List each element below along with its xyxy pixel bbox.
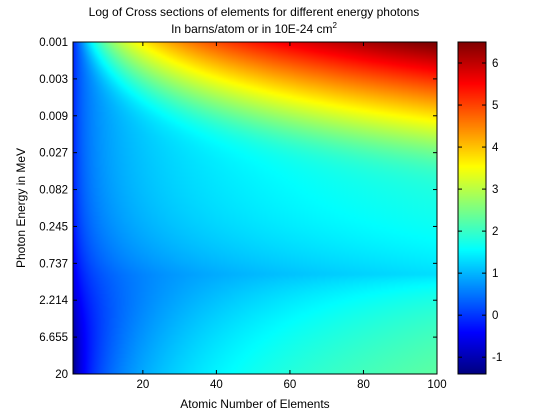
y-tick-label: 0.737 xyxy=(39,258,68,270)
colorbar-tick-label: 5 xyxy=(492,100,498,112)
colorbar-ticks: -1 0 1 2 3 4 5 6 xyxy=(458,58,502,364)
x-axis: 20 40 60 80 100 xyxy=(136,42,447,391)
x-axis-label: Atomic Number of Elements xyxy=(180,397,329,411)
heatmap-plot xyxy=(72,41,438,375)
colorbar-tick-label: 0 xyxy=(492,310,498,322)
x-tick-label: 80 xyxy=(357,379,370,391)
chart-title: Log of Cross sections of elements for di… xyxy=(89,5,420,19)
colorbar-tick-label: 3 xyxy=(492,184,498,196)
chart-subtitle: In barns/atom or in 10E-24 cm2 xyxy=(171,21,337,36)
y-tick-label: 2.214 xyxy=(39,295,68,307)
colorbar-tick-label: 2 xyxy=(492,226,498,238)
colorbar-gradient xyxy=(458,42,486,374)
x-tick-label: 60 xyxy=(284,379,297,391)
y-tick-label: 0.082 xyxy=(39,185,68,197)
y-tick-label: 20 xyxy=(55,369,68,381)
chart-subtitle-superscript: 2 xyxy=(332,21,337,30)
colorbar-tick-label: 1 xyxy=(492,268,498,280)
colorbar-frame xyxy=(457,41,487,375)
chart-subtitle-text: In barns/atom or in 10E-24 cm xyxy=(171,22,332,36)
x-tick-label: 40 xyxy=(210,379,223,391)
y-axis-label: Photon Energy in MeV xyxy=(14,148,28,268)
y-tick-label: 6.655 xyxy=(39,332,68,344)
colorbar-tick-label: -1 xyxy=(492,352,502,364)
colorbar: -1 0 1 2 3 4 5 6 xyxy=(457,41,502,375)
plot-frame xyxy=(72,41,438,375)
y-tick-label: 0.001 xyxy=(39,37,68,49)
y-tick-label: 0.245 xyxy=(39,221,68,233)
x-tick-label: 100 xyxy=(427,379,446,391)
colorbar-tick-label: 6 xyxy=(492,58,498,70)
y-tick-label: 0.009 xyxy=(39,111,68,123)
y-tick-label: 0.003 xyxy=(39,74,68,86)
y-tick-label: 0.027 xyxy=(39,148,68,160)
heatmap-image xyxy=(73,42,437,374)
x-tick-label: 20 xyxy=(136,379,149,391)
y-axis: 0.001 0.003 0.009 0.027 0.082 0.245 0.737 2.214… xyxy=(39,37,437,381)
colorbar-tick-label: 4 xyxy=(492,142,499,154)
